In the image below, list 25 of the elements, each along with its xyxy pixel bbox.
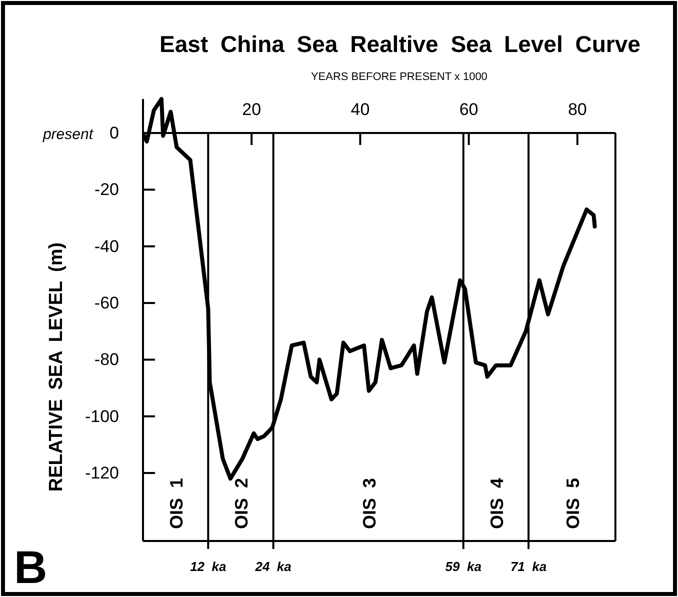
- annotation: OIS 4: [486, 478, 507, 529]
- x-tick-label: 40: [350, 100, 370, 119]
- x-tick-label: 80: [568, 100, 587, 119]
- text: B: [14, 541, 48, 593]
- annotation: OIS 2: [232, 478, 252, 529]
- ref-line-label: 59 ka: [445, 559, 482, 574]
- ref-line-label: 12 ka: [190, 559, 226, 574]
- x-tick-label: 60: [459, 100, 478, 119]
- x-axis-title: YEARS BEFORE PRESENT x 1000: [310, 71, 488, 83]
- y-axis-title: RELATIVE SEA LEVEL (m): [46, 242, 67, 492]
- y-tick-label: -60: [94, 293, 119, 312]
- text: present: [42, 126, 94, 143]
- x-tick-label: 20: [242, 100, 262, 119]
- annotation: OIS 3: [359, 478, 380, 529]
- y-tick-label: -40: [94, 236, 119, 256]
- y-tick-label: 0: [110, 123, 119, 142]
- annotation: OIS 1: [166, 478, 187, 529]
- y-tick-label: -100: [84, 406, 119, 426]
- ref-line-label: 71 ka: [510, 559, 547, 574]
- y-tick-label: -80: [94, 350, 119, 370]
- y-tick-label: -20: [94, 180, 119, 200]
- annotation: OIS 5: [562, 478, 583, 529]
- y-tick-label: -120: [84, 463, 119, 482]
- chart-title: East China Sea Realtive Sea Level Curve: [160, 31, 640, 57]
- ref-line-label: 24 ka: [254, 559, 292, 574]
